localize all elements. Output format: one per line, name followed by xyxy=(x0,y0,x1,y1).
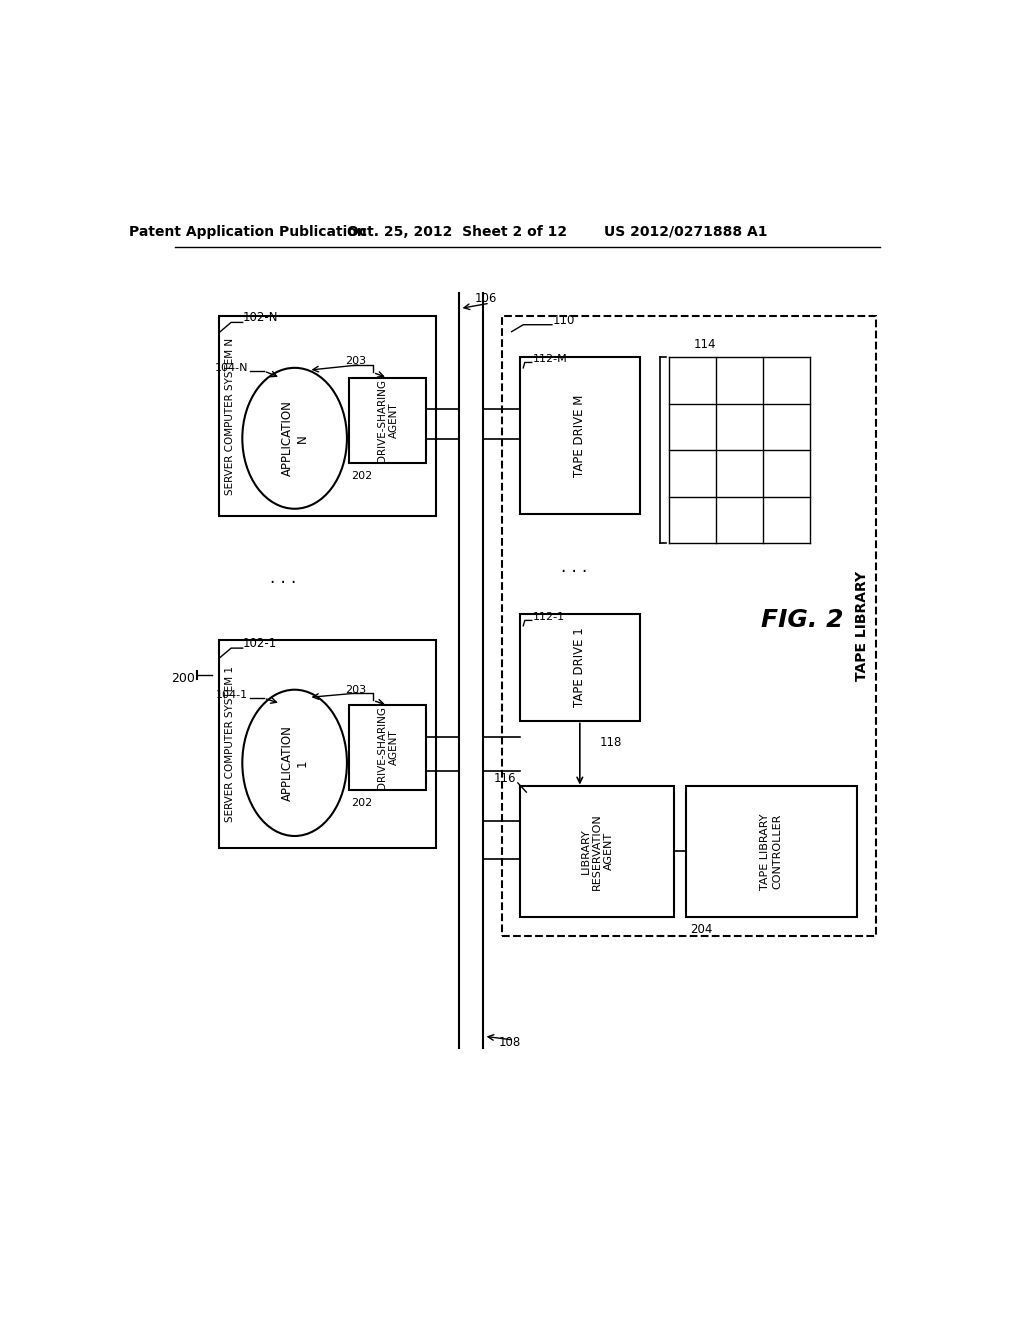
Text: APPLICATION
N: APPLICATION N xyxy=(281,400,308,477)
Ellipse shape xyxy=(243,690,347,836)
Text: 112-1: 112-1 xyxy=(532,611,564,622)
Text: 200: 200 xyxy=(172,672,196,685)
Text: 102-N: 102-N xyxy=(243,312,279,325)
Text: 112-M: 112-M xyxy=(532,354,567,363)
Bar xyxy=(520,785,675,917)
Text: SERVER COMPUTER SYSTEM N: SERVER COMPUTER SYSTEM N xyxy=(224,338,234,495)
Text: 202: 202 xyxy=(351,797,373,808)
Text: 102-1: 102-1 xyxy=(243,638,276,649)
Text: Patent Application Publication: Patent Application Publication xyxy=(129,224,367,239)
Text: Oct. 25, 2012  Sheet 2 of 12: Oct. 25, 2012 Sheet 2 of 12 xyxy=(347,224,567,239)
Bar xyxy=(349,378,426,462)
Text: FIG. 2: FIG. 2 xyxy=(761,609,844,632)
Text: 114: 114 xyxy=(694,338,717,351)
Ellipse shape xyxy=(243,368,347,508)
Text: DRIVE-SHARING
AGENT: DRIVE-SHARING AGENT xyxy=(377,706,398,789)
Bar xyxy=(520,358,640,515)
Text: 106: 106 xyxy=(474,292,497,305)
Text: 203: 203 xyxy=(345,356,367,366)
Bar xyxy=(520,614,640,721)
Text: 202: 202 xyxy=(351,471,373,480)
Text: 110: 110 xyxy=(553,314,575,326)
Bar xyxy=(686,785,856,917)
Bar xyxy=(219,640,436,847)
Text: . . .: . . . xyxy=(270,569,296,587)
Text: . . .: . . . xyxy=(561,557,588,576)
Text: 203: 203 xyxy=(345,685,367,694)
Bar xyxy=(349,705,426,789)
Bar xyxy=(502,317,876,936)
Text: LIBRARY
RESERVATION
AGENT: LIBRARY RESERVATION AGENT xyxy=(581,813,613,890)
Text: DRIVE-SHARING
AGENT: DRIVE-SHARING AGENT xyxy=(377,379,398,462)
Text: 104-N: 104-N xyxy=(215,363,248,372)
Text: 116: 116 xyxy=(494,772,516,785)
Text: SERVER COMPUTER SYSTEM 1: SERVER COMPUTER SYSTEM 1 xyxy=(224,665,234,821)
Text: US 2012/0271888 A1: US 2012/0271888 A1 xyxy=(604,224,768,239)
Text: TAPE DRIVE M: TAPE DRIVE M xyxy=(573,395,587,477)
Text: 108: 108 xyxy=(499,1036,520,1049)
Text: TAPE DRIVE 1: TAPE DRIVE 1 xyxy=(573,627,587,708)
Text: 118: 118 xyxy=(599,735,622,748)
Text: 104-1: 104-1 xyxy=(216,690,248,700)
Text: TAPE LIBRARY: TAPE LIBRARY xyxy=(855,572,869,681)
Text: APPLICATION
1: APPLICATION 1 xyxy=(281,725,308,801)
Text: 204: 204 xyxy=(690,924,713,936)
Text: TAPE LIBRARY
CONTROLLER: TAPE LIBRARY CONTROLLER xyxy=(761,813,782,890)
Bar xyxy=(219,317,436,516)
